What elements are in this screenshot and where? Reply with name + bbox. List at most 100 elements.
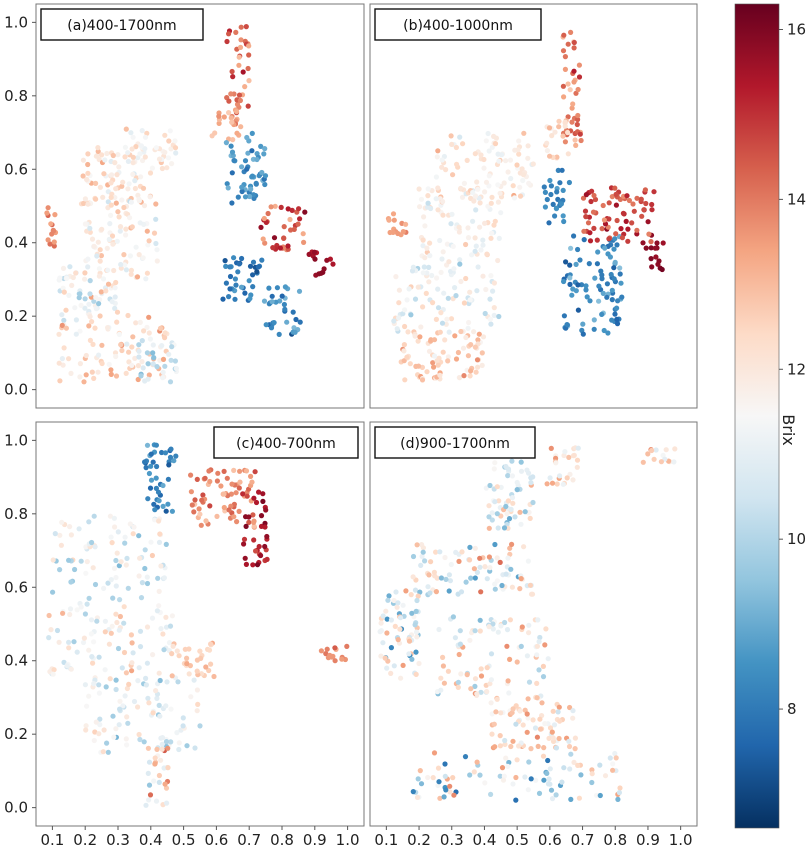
scatter-point [107, 676, 113, 682]
scatter-point [206, 667, 212, 674]
scatter-point [54, 627, 61, 634]
scatter-point [243, 468, 250, 474]
scatter-point [78, 558, 84, 564]
scatter-point [246, 278, 252, 284]
scatter-point [60, 362, 66, 368]
scatter-point [262, 173, 269, 179]
scatter-point [486, 514, 492, 520]
scatter-point [159, 735, 166, 741]
scatter-point [127, 215, 133, 221]
scatter-point [153, 201, 159, 207]
scatter-point [263, 322, 269, 328]
scatter-point [64, 275, 70, 281]
scatter-point [123, 736, 129, 742]
scatter-point [571, 68, 577, 74]
scatter-point [82, 611, 88, 617]
scatter-point [250, 562, 256, 568]
scatter-point [430, 300, 436, 306]
scatter-point [197, 723, 203, 729]
scatter-point [663, 447, 669, 453]
scatter-point [138, 143, 144, 149]
scatter-point [228, 91, 234, 97]
scatter-point [623, 218, 629, 224]
scatter-point [113, 186, 119, 192]
scatter-point [173, 150, 179, 156]
scatter-point [225, 185, 231, 191]
scatter-point [509, 495, 516, 501]
scatter-point [344, 643, 350, 650]
scatter-point [271, 235, 278, 241]
scatter-point [614, 242, 620, 248]
scatter-point [556, 704, 562, 710]
scatter-point [520, 177, 526, 184]
scatter-point [130, 334, 136, 340]
scatter-point [425, 774, 431, 781]
scatter-point [245, 65, 251, 72]
scatter-point [639, 213, 645, 219]
scatter-point [56, 360, 62, 366]
x-tick-label: 0.3 [440, 831, 464, 849]
scatter-point [530, 474, 536, 480]
scatter-point [416, 186, 422, 192]
scatter-point [410, 553, 417, 560]
scatter-point [152, 755, 158, 761]
scatter-point [568, 751, 574, 757]
scatter-point [583, 214, 589, 220]
scatter-point [116, 214, 122, 220]
scatter-point [619, 294, 625, 300]
scatter-point [135, 363, 141, 369]
scatter-point [574, 121, 580, 128]
scatter-point [156, 156, 163, 162]
scatter-point [494, 555, 500, 561]
scatter-point [47, 241, 53, 247]
scatter-point [527, 515, 533, 522]
scatter-point [401, 342, 407, 348]
scatter-point [103, 288, 109, 294]
y-tick-label: 0.2 [4, 307, 28, 325]
scatter-point [234, 519, 240, 525]
scatter-point [254, 562, 261, 568]
scatter-point [46, 635, 52, 641]
scatter-point [163, 785, 170, 791]
scatter-point [109, 172, 115, 178]
scatter-point [396, 300, 402, 306]
scatter-point [153, 798, 160, 804]
scatter-point [142, 134, 149, 140]
scatter-point [226, 507, 232, 513]
panel-label: (a)400-1700nm [67, 18, 176, 34]
scatter-point [498, 210, 504, 216]
scatter-point [93, 294, 99, 301]
scatter-point [536, 639, 542, 645]
scatter-point [517, 184, 523, 190]
scatter-point [121, 649, 128, 656]
scatter-point [440, 249, 446, 255]
scatter-point [398, 675, 404, 681]
scatter-point [520, 172, 527, 178]
scatter-point [548, 787, 555, 793]
scatter-point [416, 660, 422, 667]
scatter-point [242, 290, 248, 296]
scatter-point [240, 69, 246, 75]
scatter-point [164, 679, 170, 685]
scatter-point [230, 137, 236, 143]
scatter-point [465, 353, 471, 359]
scatter-point [618, 226, 624, 232]
scatter-point [467, 373, 473, 379]
scatter-point [613, 231, 619, 237]
scatter-point [490, 626, 496, 632]
scatter-point [498, 710, 504, 716]
scatter-point [137, 220, 143, 226]
scatter-point [77, 361, 83, 367]
y-tick-label: 0.6 [4, 160, 28, 178]
scatter-point [504, 627, 511, 633]
scatter-point [425, 200, 431, 206]
scatter-point [517, 509, 523, 515]
scatter-point [167, 379, 174, 385]
scatter-point [168, 706, 174, 712]
scatter-point [525, 558, 532, 564]
scatter-point [465, 235, 472, 241]
scatter-point [116, 331, 122, 337]
scatter-point [515, 147, 521, 153]
scatter-point [159, 165, 165, 172]
